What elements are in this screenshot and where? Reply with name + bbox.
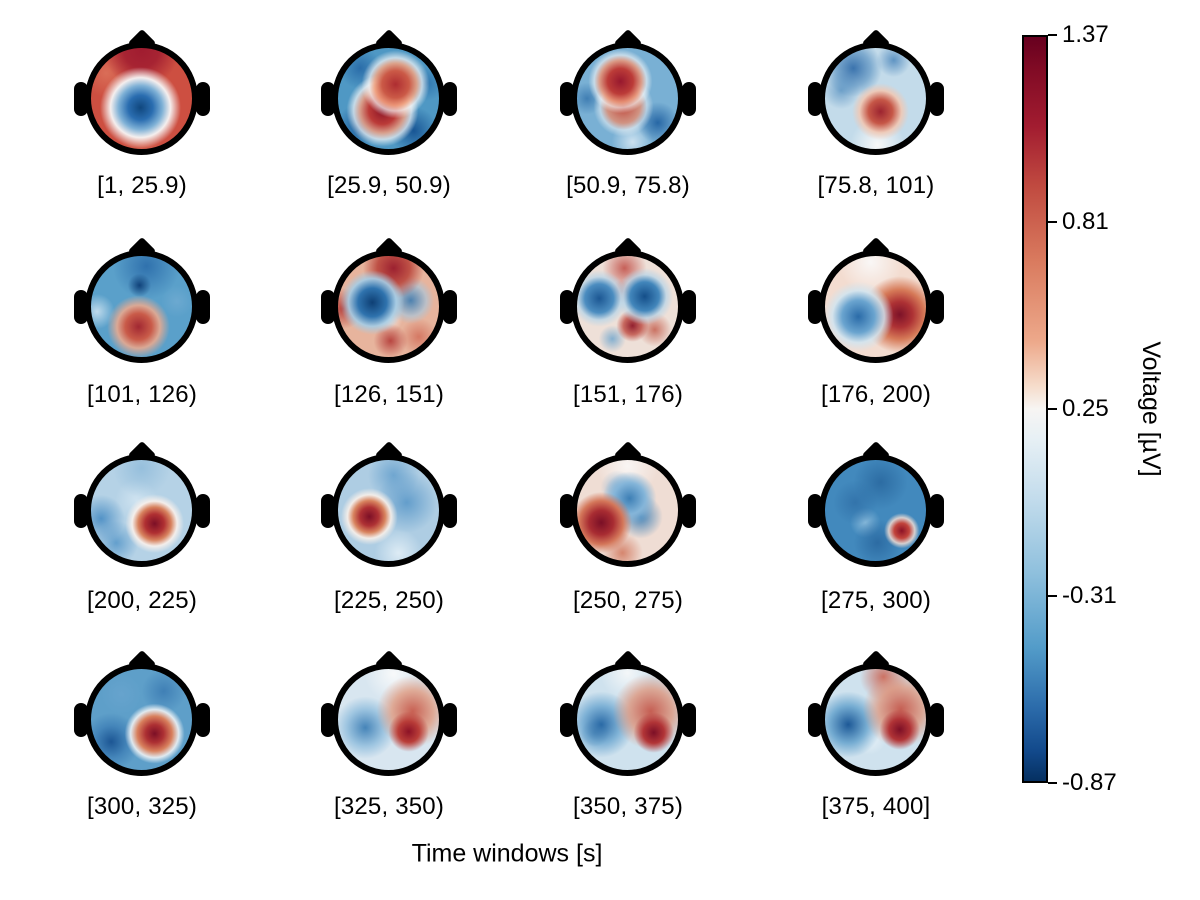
ear-left-marker (74, 703, 88, 737)
topomap-head (321, 28, 457, 164)
colorbar-tick-label: 0.25 (1062, 395, 1109, 422)
ear-left-marker (808, 703, 822, 737)
topomap-scalp (332, 663, 445, 776)
time-window-label: [101, 126) (86, 381, 198, 408)
ear-right-marker (930, 290, 944, 324)
ear-right-marker (930, 494, 944, 528)
topomap-head (808, 28, 944, 164)
ear-right-marker (930, 703, 944, 737)
time-window-label: [25.9, 50.9) (327, 172, 451, 199)
topomap-head (321, 440, 457, 576)
topomap-scalp (819, 250, 932, 363)
ear-right-marker (196, 82, 210, 116)
ear-right-marker (196, 290, 210, 324)
topomap-head (808, 236, 944, 372)
ear-left-marker (808, 290, 822, 324)
ear-left-marker (560, 494, 574, 528)
time-window-label: [350, 375) (572, 793, 684, 820)
topomap-head (808, 440, 944, 576)
time-window-label: [375, 400] (821, 793, 931, 820)
time-window-label: [50.9, 75.8) (566, 172, 690, 199)
time-window-label: [225, 250) (333, 587, 445, 614)
colorbar-tick (1048, 408, 1057, 410)
topomap-head (560, 28, 696, 164)
time-window-label: [151, 176) (572, 381, 684, 408)
topomap-scalp (571, 454, 684, 567)
topomap-head (74, 649, 210, 785)
topomap-scalp (85, 250, 198, 363)
topomap-scalp (332, 250, 445, 363)
topomap-head (808, 649, 944, 785)
topomap-head (560, 649, 696, 785)
topomap-scalp (332, 42, 445, 155)
ear-left-marker (560, 290, 574, 324)
colorbar (1022, 35, 1048, 783)
topomap-scalp (85, 454, 198, 567)
ear-right-marker (682, 703, 696, 737)
time-window-label: [75.8, 101) (817, 172, 935, 199)
x-axis-label: Time windows [s] (411, 839, 603, 868)
topomap-scalp (819, 663, 932, 776)
colorbar-tick (1048, 221, 1057, 223)
ear-right-marker (443, 703, 457, 737)
time-window-label: [275, 300) (820, 587, 932, 614)
topomap-head (74, 236, 210, 372)
topomap-scalp (819, 42, 932, 155)
ear-left-marker (808, 82, 822, 116)
ear-left-marker (74, 290, 88, 324)
ear-right-marker (196, 494, 210, 528)
ear-right-marker (930, 82, 944, 116)
topomap-head (74, 28, 210, 164)
topomap-scalp (571, 42, 684, 155)
time-window-label: [250, 275) (572, 587, 684, 614)
colorbar-tick (1048, 34, 1057, 36)
ear-right-marker (682, 290, 696, 324)
colorbar-tick-label: 1.37 (1062, 21, 1109, 48)
time-window-label: [300, 325) (86, 793, 198, 820)
topomap-head (560, 440, 696, 576)
colorbar-tick-label: -0.31 (1062, 582, 1117, 609)
topomap-head (74, 440, 210, 576)
topomap-scalp (571, 250, 684, 363)
ear-right-marker (443, 494, 457, 528)
ear-right-marker (443, 82, 457, 116)
time-window-label: [176, 200) (820, 381, 932, 408)
topomap-scalp (332, 454, 445, 567)
time-window-label: [200, 225) (86, 587, 198, 614)
ear-left-marker (321, 494, 335, 528)
colorbar-axis-label: Voltage [µV] (1137, 341, 1165, 477)
time-window-label: [1, 25.9) (97, 172, 187, 199)
topomap-scalp (85, 42, 198, 155)
ear-left-marker (560, 703, 574, 737)
ear-left-marker (560, 82, 574, 116)
ear-left-marker (321, 290, 335, 324)
topomap-head (321, 236, 457, 372)
ear-right-marker (196, 703, 210, 737)
topomap-scalp (571, 663, 684, 776)
ear-left-marker (321, 82, 335, 116)
topomap-scalp (819, 454, 932, 567)
topomap-scalp (85, 663, 198, 776)
time-window-label: [126, 151) (333, 381, 445, 408)
time-window-label: [325, 350) (333, 793, 445, 820)
ear-left-marker (808, 494, 822, 528)
topomap-head (560, 236, 696, 372)
colorbar-tick-label: -0.87 (1062, 769, 1117, 796)
ear-left-marker (74, 82, 88, 116)
colorbar-tick (1048, 595, 1057, 597)
ear-right-marker (682, 82, 696, 116)
ear-left-marker (321, 703, 335, 737)
ear-right-marker (443, 290, 457, 324)
ear-right-marker (682, 494, 696, 528)
ear-left-marker (74, 494, 88, 528)
colorbar-tick (1048, 782, 1057, 784)
topomap-head (321, 649, 457, 785)
colorbar-tick-label: 0.81 (1062, 208, 1109, 235)
